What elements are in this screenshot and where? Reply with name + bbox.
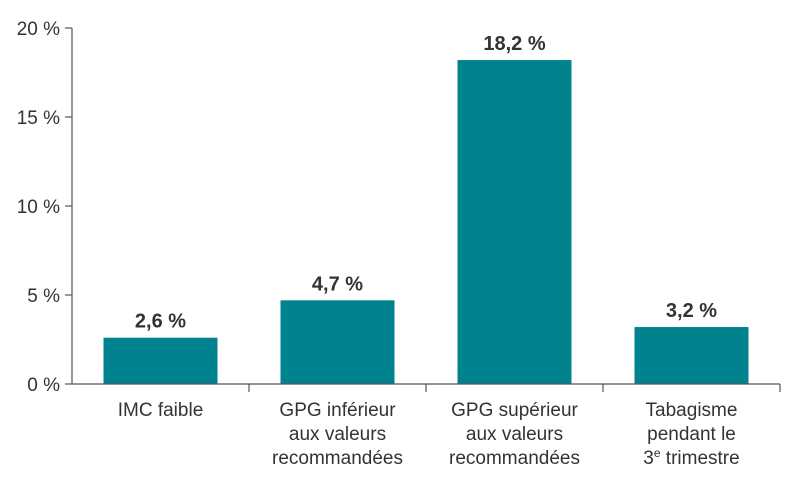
category-label: GPG inférieur — [279, 400, 396, 421]
y-tick-label: 20 % — [17, 19, 60, 40]
y-tick-label: 10 % — [17, 197, 60, 218]
y-axis-ticks: 0 % 5 % 10 % 15 % 20 % — [17, 19, 72, 396]
data-label: 2,6 % — [135, 311, 186, 333]
y-tick-label: 5 % — [27, 286, 60, 307]
category-label: IMC faible — [118, 400, 204, 421]
bar — [457, 60, 572, 384]
category-label: GPG supérieur — [451, 400, 578, 421]
category-label: recommandées — [272, 448, 403, 469]
category-label: 3e trimestre — [643, 446, 739, 469]
data-labels: 2,6 % 4,7 % 18,2 % 3,2 % — [135, 33, 717, 333]
category-label: recommandées — [449, 448, 580, 469]
bar — [634, 327, 749, 384]
category-label: aux valeurs — [466, 424, 563, 445]
bar — [103, 337, 218, 384]
axes — [71, 28, 781, 392]
category-label: aux valeurs — [289, 424, 386, 445]
category-label: Tabagisme — [646, 400, 738, 421]
bar — [280, 300, 395, 384]
category-labels: IMC faible GPG inférieur aux valeurs recomm… — [118, 400, 740, 469]
y-tick-label: 0 % — [27, 375, 60, 396]
bars — [103, 60, 749, 384]
data-label: 3,2 % — [666, 300, 717, 322]
data-label: 4,7 % — [312, 273, 363, 295]
data-label: 18,2 % — [483, 33, 545, 55]
category-label: pendant le — [647, 424, 736, 445]
y-tick-label: 15 % — [17, 108, 60, 129]
